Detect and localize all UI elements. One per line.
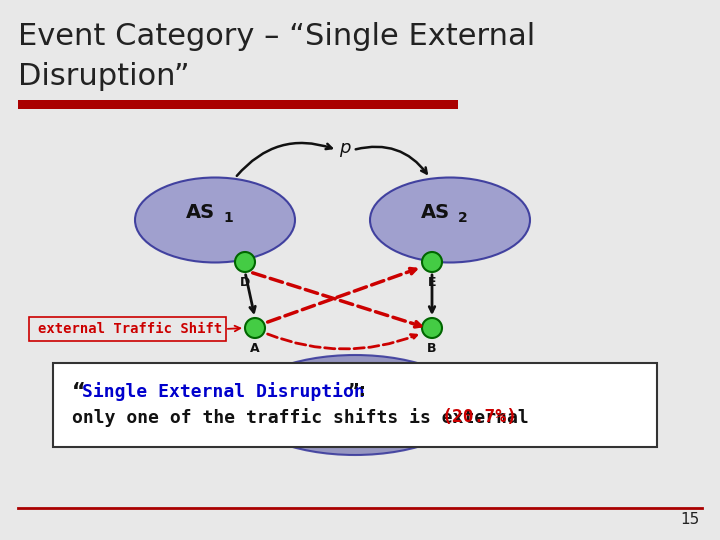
- Text: “: “: [72, 382, 86, 402]
- Text: C: C: [356, 436, 364, 449]
- FancyBboxPatch shape: [29, 317, 226, 341]
- Text: 1: 1: [223, 211, 233, 225]
- Text: 15: 15: [680, 512, 700, 528]
- Text: B: B: [427, 342, 437, 355]
- Text: Single External Disruption: Single External Disruption: [82, 382, 365, 401]
- Ellipse shape: [370, 178, 530, 262]
- Text: AS: AS: [186, 202, 215, 221]
- Text: 2: 2: [458, 211, 468, 225]
- Circle shape: [245, 318, 265, 338]
- FancyBboxPatch shape: [53, 363, 657, 447]
- Text: external Traffic Shift: external Traffic Shift: [38, 322, 222, 336]
- Ellipse shape: [240, 355, 470, 455]
- Text: ”:: ”:: [347, 382, 366, 400]
- Text: Event Category – “Single External: Event Category – “Single External: [18, 22, 535, 51]
- Text: E: E: [428, 276, 436, 289]
- Circle shape: [235, 252, 255, 272]
- FancyBboxPatch shape: [18, 100, 458, 109]
- Ellipse shape: [135, 178, 295, 262]
- Circle shape: [422, 252, 442, 272]
- Text: D: D: [240, 276, 250, 289]
- Text: Disruption”: Disruption”: [18, 62, 189, 91]
- Circle shape: [422, 318, 442, 338]
- Text: AS: AS: [420, 202, 449, 221]
- Text: p: p: [339, 139, 351, 157]
- Text: A: A: [250, 342, 260, 355]
- Text: (20.7%): (20.7%): [442, 408, 518, 426]
- Circle shape: [350, 412, 370, 432]
- Text: only one of the traffic shifts is external: only one of the traffic shifts is extern…: [72, 408, 539, 427]
